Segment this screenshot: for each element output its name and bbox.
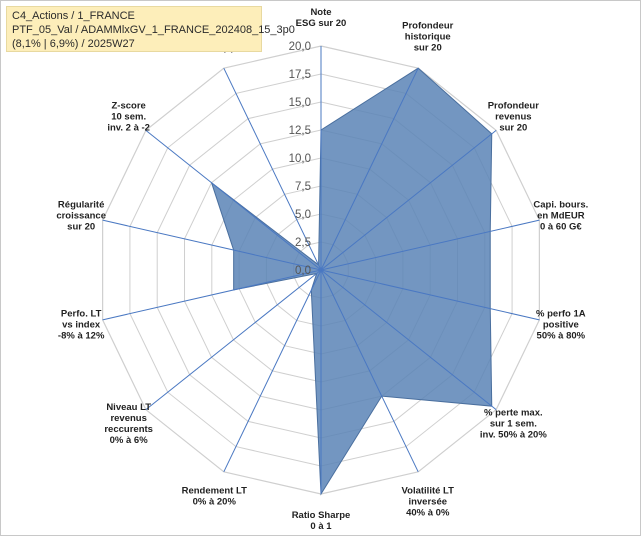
- tick-layer: 0,0 2,5 5,0 7,5 10,0 12,5 15,0 17,5 20,0: [289, 41, 311, 277]
- axis-spoke: [102, 219, 322, 271]
- axis-label-line: Z-score: [112, 101, 146, 112]
- axis-label: Z-score 10 sem. inv. 2 à -2: [107, 101, 150, 134]
- axis-label-line: Niveau LT: [106, 402, 151, 413]
- tick-label: 7,5: [295, 181, 311, 193]
- tick-label: 17,5: [289, 69, 311, 81]
- axis-spoke: [223, 67, 322, 271]
- axis-label-line: 0 à 60 G€: [540, 221, 582, 232]
- spoke-layer: [102, 46, 540, 494]
- axis-spoke: [320, 269, 419, 473]
- axis-label-line: inv. 50% à 20%: [480, 429, 547, 440]
- axis-spoke: [320, 219, 540, 271]
- series-area: [210, 67, 493, 496]
- tick-label: 10,0: [289, 153, 311, 165]
- axis-label-line: Rendement LT: [182, 486, 247, 497]
- tick-label: 15,0: [289, 97, 311, 109]
- axis-spoke: [223, 269, 322, 473]
- axis-label: Niveau LT revenus reccurents 0% à 6%: [104, 402, 153, 446]
- tick-label: 0,0: [295, 265, 311, 277]
- tick-label: 20,0: [289, 41, 311, 53]
- axis-label-line: historique: [405, 31, 451, 42]
- axis-label-line: Note: [310, 7, 331, 18]
- axis-label-line: positive: [543, 320, 579, 331]
- axis-spoke: [320, 129, 497, 271]
- axis-label-line: vs index: [62, 320, 101, 331]
- axis-label: Note ESG sur 20: [296, 7, 347, 29]
- axis-label-line: 0% à 6%: [110, 435, 149, 446]
- axis-label: Perfo. LT vs index -8% à 12%: [58, 309, 105, 342]
- axis-label-line: Profondeur: [402, 20, 453, 31]
- axis-label-line: -8% à 12%: [58, 331, 105, 342]
- tick-label: 5,0: [295, 209, 311, 221]
- axis-label-line: Perfo. LT: [61, 309, 102, 320]
- axis-label-line: Capi. bours.: [533, 199, 588, 210]
- axis-label: Profondeur historique sur 20: [402, 20, 453, 53]
- tick-label: 2,5: [295, 237, 311, 249]
- axis-label-line: sur 1 sem.: [490, 418, 537, 429]
- axis-label: Régularité croissance sur 20: [56, 199, 106, 232]
- axis-label: Ratio Sharpe 0 à 1: [292, 510, 351, 532]
- axis-label-line: 10 sem.: [111, 112, 146, 123]
- info-line-portfolio: PTF_05_Val / ADAMMlxGV_1_FRANCE_202408_1…: [12, 24, 295, 36]
- axis-spoke: [145, 269, 322, 411]
- axis-label-line: inversée: [408, 497, 447, 508]
- axis-label-line: Volatilité LT: [402, 486, 455, 497]
- portfolio-info-box: C4_Actions / 1_FRANCE PTF_05_Val / ADAMM…: [6, 6, 295, 52]
- series-layer: [210, 67, 493, 496]
- info-line-performance: (8,1% | 6,9%) / 2025W27: [12, 38, 135, 50]
- axis-label: % perte max. sur 1 sem. inv. 50% à 20%: [480, 407, 547, 440]
- axis-label-line: sur 20: [67, 221, 95, 232]
- axis-label-line: Ratio Sharpe: [292, 510, 351, 521]
- axis-spoke: [320, 269, 540, 321]
- axis-label-line: 50% à 80%: [537, 331, 586, 342]
- axis-label-line: inv. 2 à -2: [107, 123, 150, 134]
- axis-label-line: 40% à 0%: [406, 508, 450, 519]
- info-line-category: C4_Actions / 1_FRANCE: [12, 10, 135, 22]
- axis-label-line: 0% à 20%: [193, 497, 237, 508]
- axis-label-line: reccurents: [104, 424, 153, 435]
- axis-label: Profondeur revenus sur 20: [488, 101, 539, 134]
- axis-label-line: croissance: [56, 210, 106, 221]
- axis-label: Rendement LT 0% à 20%: [182, 486, 247, 508]
- axis-spoke: [320, 67, 419, 271]
- axis-label-line: en MdEUR: [537, 210, 585, 221]
- axis-spoke: [145, 129, 322, 271]
- axis-labels-layer: Note ESG sur 20 Profondeur historique sur 20…: [56, 7, 588, 532]
- axis-label-line: revenus: [110, 413, 146, 424]
- axis-label-line: sur 20: [414, 42, 442, 53]
- tick-label: 12,5: [289, 125, 311, 137]
- axis-label-line: sur 20: [499, 123, 527, 134]
- axis-label: % perfo 1A positive 50% à 80%: [536, 309, 586, 342]
- axis-label: Capi. bours. en MdEUR 0 à 60 G€: [533, 199, 588, 232]
- axis-label-line: revenus: [495, 112, 531, 123]
- axis-label-line: % perte max.: [484, 407, 543, 418]
- axis-label-line: 0 à 1: [310, 521, 332, 532]
- axis-label: Volatilité LT inversée 40% à 0%: [402, 486, 455, 519]
- axis-spoke: [320, 269, 497, 411]
- axis-label-line: % perfo 1A: [536, 309, 586, 320]
- axis-label-line: Régularité: [58, 199, 104, 210]
- axis-spoke: [102, 269, 322, 321]
- axis-label-line: ESG sur 20: [296, 18, 347, 29]
- axis-label-line: Profondeur: [488, 101, 539, 112]
